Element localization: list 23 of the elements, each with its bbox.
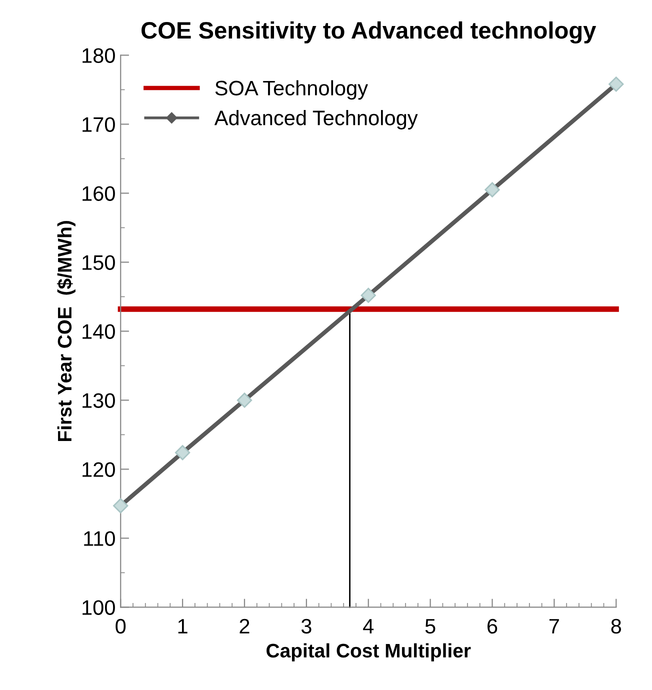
y-tick-label: 150 (82, 255, 115, 270)
y-axis-title: First Year COE ($/MWh) (56, 221, 76, 442)
x-tick-label: 0 (116, 618, 126, 634)
x-tick-label: 3 (301, 618, 312, 634)
y-tick-label: 130 (82, 393, 115, 408)
x-axis-title: Capital Cost Multiplier (266, 643, 471, 662)
y-tick-label: 160 (82, 186, 115, 201)
x-tick-label: 5 (425, 619, 436, 634)
y-tick-label: 180 (82, 48, 115, 63)
y-tick-label: 110 (84, 531, 115, 546)
x-tick-label: 2 (240, 618, 250, 634)
legend-label: Advanced Technology (214, 110, 418, 130)
x-tick-label: 8 (611, 618, 622, 634)
x-tick-label: 7 (549, 619, 559, 634)
y-tick-label: 140 (82, 324, 115, 339)
y-tick-label: 100 (82, 600, 115, 615)
chart-title: COE Sensitivity to Advanced technology (142, 21, 596, 44)
y-tick-label: 170 (82, 117, 115, 132)
y-tick-label: 120 (82, 462, 115, 477)
x-tick-label: 1 (178, 619, 188, 634)
x-tick-label: 4 (363, 619, 374, 634)
legend-label: SOA Technology (215, 80, 368, 100)
x-tick-label: 6 (488, 618, 498, 634)
